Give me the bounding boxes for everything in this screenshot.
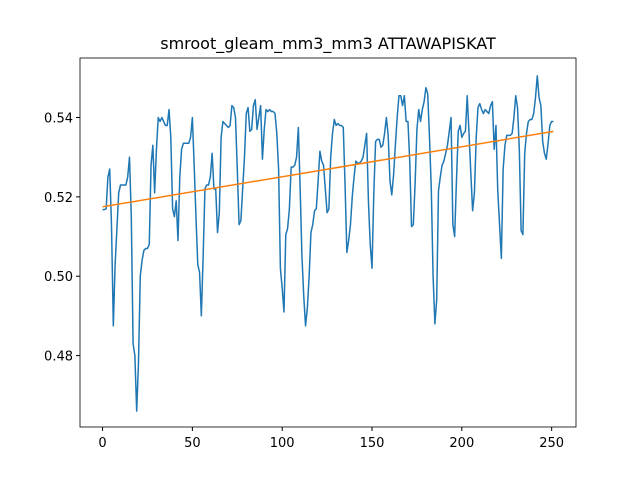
plot-frame bbox=[79, 57, 577, 428]
y-tick-label: 0.50 bbox=[44, 270, 73, 285]
y-tick-label: 0.48 bbox=[44, 350, 73, 365]
y-tick-label: 0.52 bbox=[44, 191, 73, 206]
chart-title: smroot_gleam_mm3_mm3 ATTAWAPISKAT bbox=[160, 34, 496, 54]
line-series bbox=[102, 130, 554, 208]
x-tick-label: 200 bbox=[449, 436, 474, 451]
x-tick-label: 50 bbox=[184, 436, 201, 451]
x-tick-label: 250 bbox=[539, 436, 564, 451]
x-tick-label: 0 bbox=[98, 436, 106, 451]
x-tick-label: 150 bbox=[360, 436, 385, 451]
y-tick-label: 0.54 bbox=[44, 112, 73, 127]
line-series bbox=[102, 75, 554, 412]
x-tick-label: 100 bbox=[270, 436, 295, 451]
